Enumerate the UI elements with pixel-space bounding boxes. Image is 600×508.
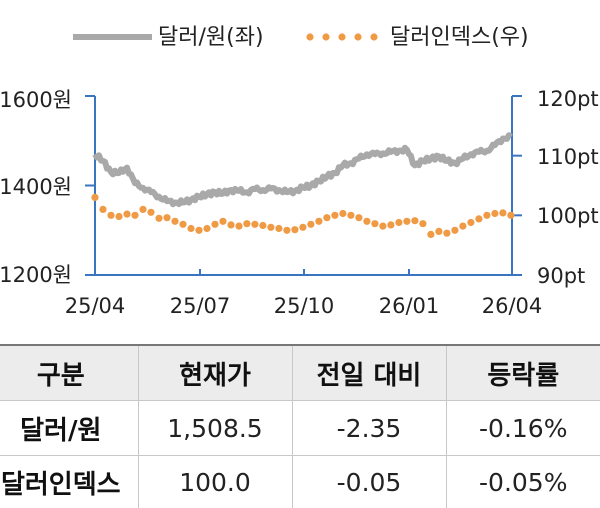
right-tick-label: 100pt [537,204,599,228]
legend-dot [338,33,345,40]
header-rate: 등락률 [446,345,600,401]
left-tick-label: 1200원 [0,263,72,287]
data-point-dxy [107,212,114,219]
legend-dot-swatch [306,33,377,40]
data-point-dxy [139,206,146,213]
data-point-dxy [195,227,202,234]
data-point-dxy [459,223,466,230]
data-point-dxy [259,222,266,229]
data-point-dxy [299,224,306,231]
data-point-dxy [435,228,442,235]
row-price: 1,508.5 [138,401,292,456]
data-point-dxy [339,210,346,217]
series-dots-dxy [91,194,514,238]
data-point-dxy [387,221,394,228]
data-point-dxy [131,212,138,219]
data-point-dxy [507,212,514,219]
data-point-dxy [315,218,322,225]
data-point-dxy [171,218,178,225]
header-price: 현재가 [138,345,292,401]
data-point-dxy [243,220,250,227]
right-tick-label: 90pt [537,264,585,288]
data-point-dxy [235,223,242,230]
left-tick-label: 1400원 [0,175,72,199]
data-point-dxy [347,212,354,219]
legend-label-usdkrw: 달러/원(좌) [158,25,264,50]
data-point-dxy [307,221,314,228]
row-price: 100.0 [138,456,292,508]
data-point-dxy [419,220,426,227]
data-point-dxy [371,220,378,227]
data-point-dxy [451,227,458,234]
data-point-dxy [427,231,434,238]
x-tick-label: 25/07 [170,294,231,318]
data-point-dxy [491,210,498,217]
x-tick-label: 26/01 [379,294,440,318]
right-tick-label: 110pt [537,145,599,169]
legend-dot [306,33,313,40]
data-point-dxy [499,209,506,216]
data-point-dxy [203,225,210,232]
data-point-dxy [219,218,226,225]
table-row: 달러인덱스 100.0 -0.05 -0.05% [0,456,600,508]
row-change: -2.35 [292,401,446,456]
data-point-dxy [467,219,474,226]
x-tick-label: 26/04 [482,294,543,318]
data-point-dxy [331,212,338,219]
row-change: -0.05 [292,456,446,508]
row-rate: -0.16% [446,401,600,456]
data-point-dxy [483,212,490,219]
legend-dot [322,33,329,40]
data-point-dxy [91,194,98,201]
data-point-dxy [115,213,122,220]
exchange-rate-chart: 달러/원(좌) 달러인덱스(우) 1600원 1400원 1200원 120pt… [0,0,600,330]
data-point-dxy [395,219,402,226]
x-tick-label: 25/10 [274,294,335,318]
legend-dot [354,33,361,40]
row-name: 달러인덱스 [0,456,138,508]
data-point-dxy [403,218,410,225]
data-point-dxy [99,206,106,213]
legend-dot [370,33,377,40]
x-tick-label: 25/04 [65,294,126,318]
data-point-dxy [187,225,194,232]
right-tick-label: 120pt [537,87,599,111]
series-line-usdkrw [95,135,511,204]
data-point-dxy [291,226,298,233]
table-row: 달러/원 1,508.5 -2.35 -0.16% [0,401,600,456]
data-point-dxy [227,221,234,228]
data-point-dxy [363,218,370,225]
data-point-dxy [267,224,274,231]
header-change: 전일 대비 [292,345,446,401]
data-point-dxy [179,221,186,228]
row-rate: -0.05% [446,456,600,508]
data-point-dxy [123,211,130,218]
data-point-dxy [275,225,282,232]
left-tick-label: 1600원 [0,88,72,112]
data-point-dxy [147,209,154,216]
header-category: 구분 [0,345,138,401]
legend: 달러/원(좌) 달러인덱스(우) [73,25,529,50]
data-point-dxy [475,215,482,222]
data-point-dxy [155,215,162,222]
data-point-dxy [443,230,450,237]
data-point-dxy [163,214,170,221]
row-name: 달러/원 [0,401,138,456]
data-point-dxy [211,221,218,228]
quote-table: 구분 현재가 전일 대비 등락률 달러/원 1,508.5 -2.35 -0.1… [0,344,600,508]
data-point-dxy [411,217,418,224]
data-point-dxy [251,221,258,228]
table-header-row: 구분 현재가 전일 대비 등락률 [0,345,600,401]
data-point-dxy [283,227,290,234]
data-point-dxy [323,214,330,221]
legend-label-dxy: 달러인덱스(우) [390,25,529,50]
data-point-dxy [379,223,386,230]
data-point-dxy [355,214,362,221]
